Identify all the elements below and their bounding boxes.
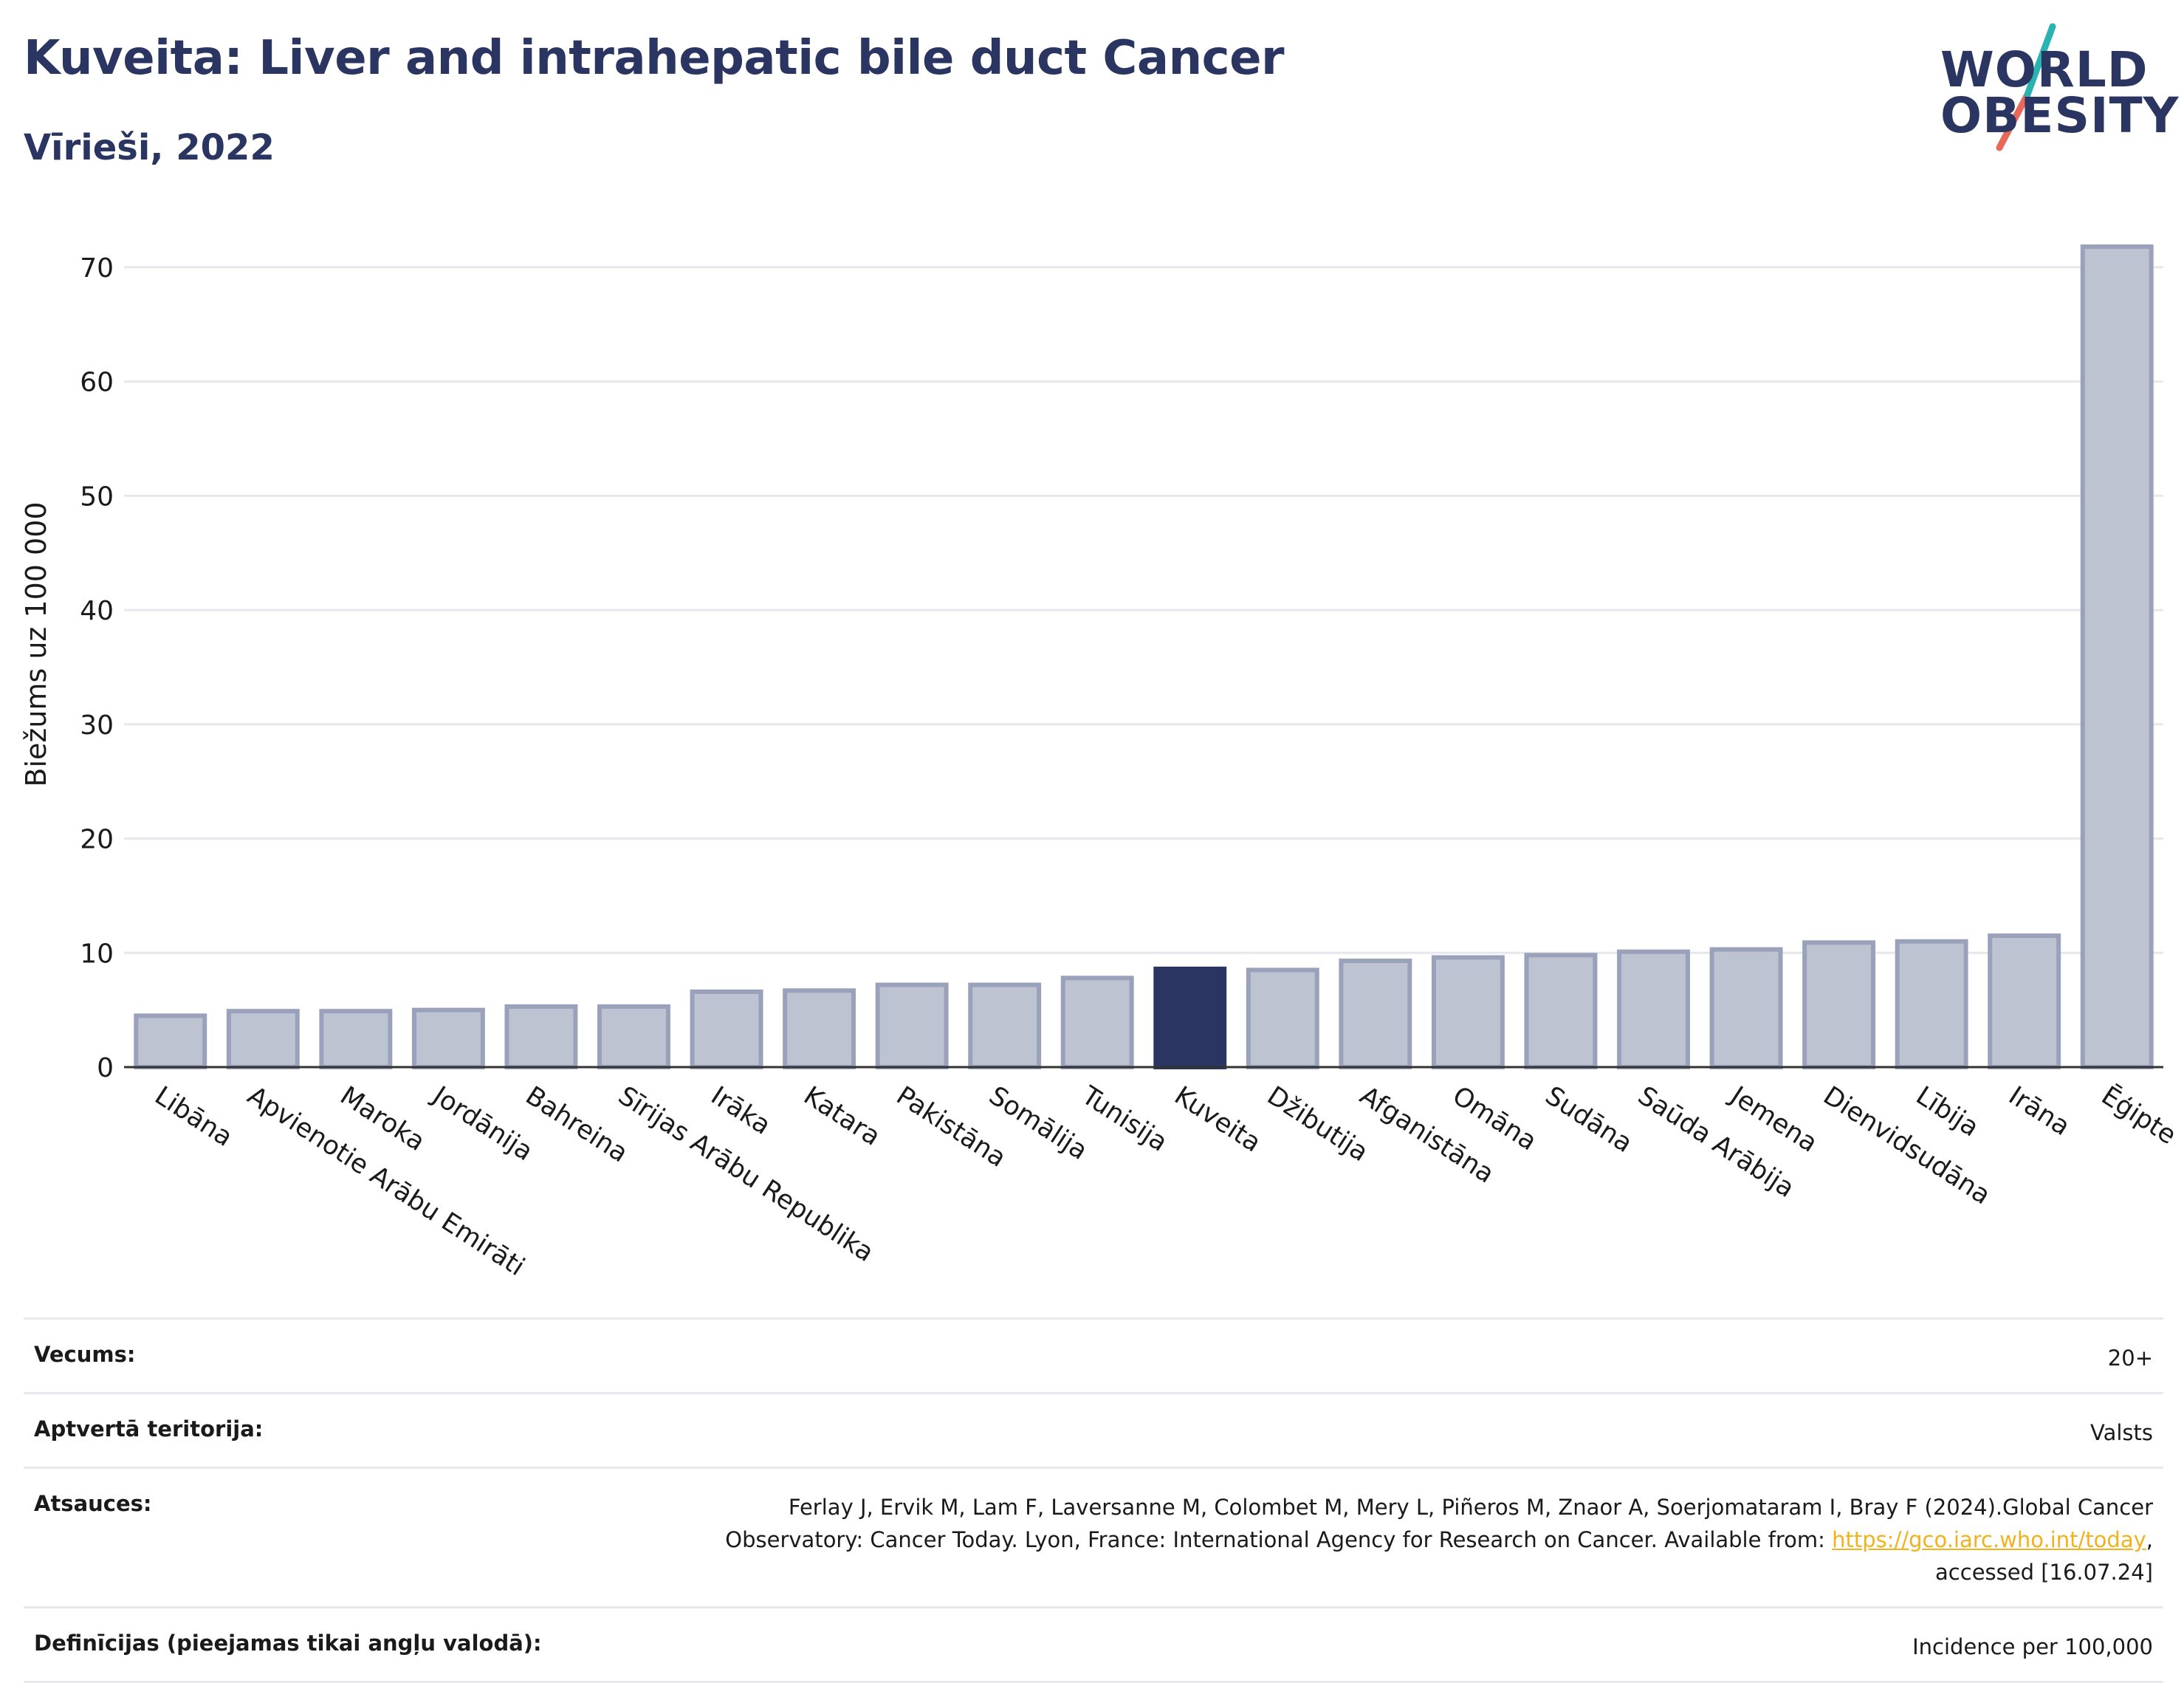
y-tick-label: 70 [80,253,114,284]
bar-Pakistāna[interactable] [875,982,949,1070]
reference-line-1: Ferlay J, Ervik M, Lam F, Laversanne M, … [788,1495,2153,1520]
bars [134,244,2154,1070]
y-axis-ticks: 0 10 20 30 40 50 60 70 [80,253,114,1083]
metadata-table: Vecums: 20+ Aptvertā teritorija: Valsts … [24,1317,2163,1683]
meta-value: Ferlay J, Ervik M, Lam F, Laversanne M, … [635,1468,2163,1608]
y-tick-label: 60 [80,368,114,398]
bar-Jemena[interactable] [1709,947,1783,1070]
x-tick-label: Kuveita [1169,1081,1266,1159]
reference-line-2: Observatory: Cancer Today. Lyon, France:… [725,1527,1833,1552]
bar-Katara[interactable] [783,988,856,1069]
bar-Irāna[interactable] [1988,933,2061,1069]
x-tick-label: Bahreina [521,1081,633,1169]
bar-Saūda Arābija[interactable] [1617,949,1690,1070]
reference-line-2-end: , [2146,1527,2153,1552]
y-tick-label: 30 [80,710,114,741]
bar-Sīrijas Arābu Republika[interactable] [597,1004,670,1070]
x-tick-label: Irāna [2003,1081,2075,1142]
meta-row-references: Atsauces: Ferlay J, Ervik M, Lam F, Lave… [24,1467,2163,1608]
chart-subtitle: Vīrieši, 2022 [24,127,275,168]
bar-Sudāna[interactable] [1524,953,1598,1069]
meta-row-definitions: Definīcijas (pieejamas tikai angļu valod… [24,1607,2163,1682]
bar-Ēģipte[interactable] [2080,244,2154,1070]
gridlines [124,266,2163,954]
reference-link[interactable]: https://gco.iarc.who.int/today [1832,1527,2146,1552]
bar-Irāka[interactable] [690,989,763,1070]
bar-Omāna[interactable] [1431,955,1505,1070]
x-tick-label: Jordānija [426,1080,538,1168]
chart-title: Kuveita: Liver and intrahepatic bile duc… [24,31,1285,86]
x-tick-label: Ēģipte [2096,1080,2182,1151]
logo-line-2: OBESITY [1940,87,2180,144]
x-tick-label: Katara [798,1081,885,1152]
meta-row-coverage: Aptvertā teritorija: Valsts [24,1393,2163,1468]
bar-Jordānija[interactable] [411,1007,485,1069]
bar-Dienvidsudāna[interactable] [1802,940,1876,1070]
meta-value: 20+ [2107,1346,2153,1371]
x-axis-ticks: Libāna Apvienotie Arābu EmirātiMarokaJord… [149,1080,2181,1282]
y-tick-label: 0 [97,1053,114,1083]
x-tick-label: Sudāna [1540,1081,1638,1159]
bar-Afganistāna[interactable] [1339,959,1412,1069]
y-axis-label: Biežums uz 100 000 [20,501,52,786]
x-tick-label: Tunisija [1076,1080,1172,1158]
logo-line-1: WORLD [1940,41,2149,98]
x-tick-label: Saūda Arābija [1632,1081,1799,1204]
bar-Kuveita[interactable] [1153,966,1227,1069]
x-tick-label: Džibutija [1262,1081,1373,1168]
meta-row-age: Vecums: 20+ [24,1318,2163,1394]
bar-Maroka[interactable] [319,1009,393,1069]
bar-chart: 0 10 20 30 40 50 60 70 Biežums uz 100 000 Libān… [20,244,2182,1282]
x-tick-label: Dienvidsudāna [1818,1081,1995,1211]
meta-value: Valsts [2089,1420,2153,1445]
x-tick-label: Irāka [706,1081,776,1141]
x-tick-label: Lībija [1911,1081,1984,1143]
bar-Libāna[interactable] [134,1013,207,1069]
y-tick-label: 40 [80,596,114,626]
y-tick-label: 10 [80,939,114,969]
meta-key: Atsauces: [34,1491,152,1516]
bar-Somālija[interactable] [968,982,1042,1070]
y-tick-label: 50 [80,481,114,512]
bar-Bahreina[interactable] [504,1004,578,1070]
world-obesity-logo[interactable]: WORLD OBESITY [1920,21,2178,154]
reference-line-3: accessed [16.07.24] [1935,1560,2153,1585]
bar-Apvienotie Arābu Emirāti[interactable] [226,1009,300,1069]
meta-value: Incidence per 100,000 [1912,1634,2153,1659]
y-tick-label: 20 [80,825,114,855]
bar-Tunisija[interactable] [1060,976,1134,1069]
logo-slash-icon [1996,23,2056,151]
x-tick-label: Libāna [149,1081,238,1153]
bar-Lībija[interactable] [1895,939,1968,1069]
meta-key: Definīcijas (pieejamas tikai angļu valod… [34,1631,542,1656]
meta-key: Vecums: [34,1342,136,1367]
bar-Džibutija[interactable] [1246,967,1319,1069]
meta-key: Aptvertā teritorija: [34,1416,264,1442]
